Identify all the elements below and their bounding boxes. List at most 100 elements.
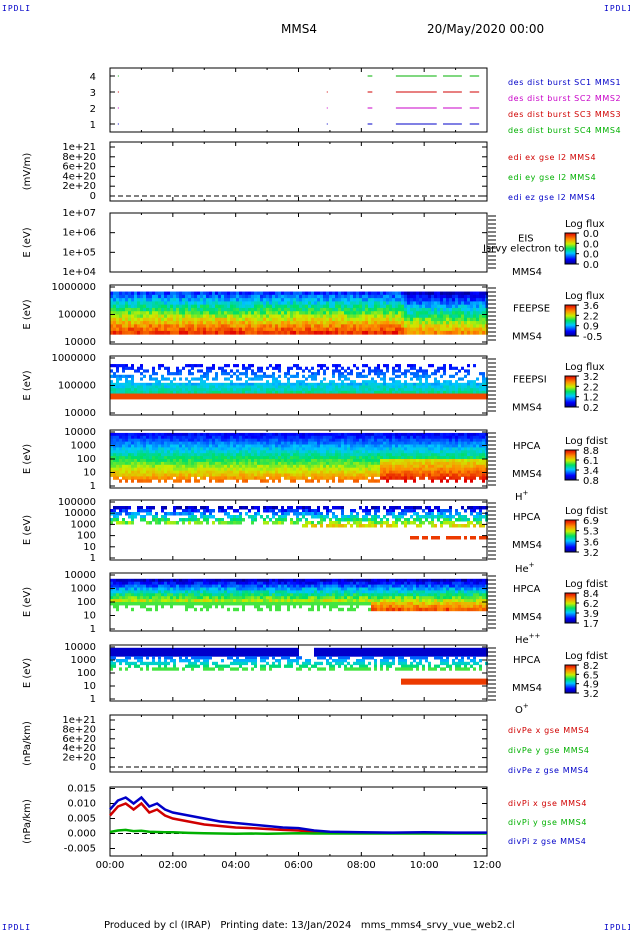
hpca-h-panel-spectrogram-cell <box>137 447 140 451</box>
feepsi-panel-spectrogram-cell <box>299 385 302 389</box>
hpca-h-panel-spectrogram-cell <box>245 435 248 440</box>
feepse-panel-spectrogram-cell <box>461 301 464 306</box>
feepsi-panel-spectrogram-cell <box>296 382 299 386</box>
feepse-panel-spectrogram-cell <box>302 311 305 315</box>
feepsi-panel-spectrogram-cell <box>221 396 224 400</box>
hpca-h-panel-spectrogram-cell <box>386 467 389 472</box>
hpca-h-panel-spectrogram-cell <box>302 476 305 480</box>
feepse-panel-spectrogram-cell <box>269 311 272 315</box>
feepsi-panel-spectrogram-cell <box>122 364 125 368</box>
feepse-panel-spectrogram-cell <box>143 330 146 335</box>
feepsi-panel-spectrogram-cell <box>359 390 362 395</box>
feepse-panel-spectrogram-cell <box>113 311 116 315</box>
feepse-panel-spectrogram-cell <box>218 324 221 329</box>
hpca-h-panel-spectrogram-cell <box>446 473 449 477</box>
feepsi-panel-spectrogram-cell <box>242 366 245 370</box>
feepsi-panel-spectrogram-cell <box>257 374 260 378</box>
feepsi-panel-spectrogram-cell <box>149 385 152 389</box>
feepsi-panel-spectrogram-cell <box>368 369 371 373</box>
hpca-h-panel-spectrogram-cell <box>125 461 128 466</box>
feepse-panel-spectrogram-cell <box>245 294 248 299</box>
hpca-h-panel-spectrogram-cell <box>440 453 443 457</box>
feepse-panel-spectrogram-cell <box>233 311 236 315</box>
hpca-h-panel-spectrogram-cell <box>446 441 449 445</box>
feepse-panel-spectrogram-cell <box>326 317 329 322</box>
hpca-h-panel-spectrogram-cell <box>281 461 284 466</box>
hpca-h-panel-spectrogram-cell <box>269 476 272 480</box>
feepsi-panel-spectrogram-cell <box>422 396 425 400</box>
feepse-panel-spectrogram-cell <box>200 301 203 306</box>
feepsi-panel-spectrogram-cell <box>320 380 323 384</box>
feepse-panel-spectrogram-cell <box>236 321 239 325</box>
hpca-h-panel-spectrogram-cell <box>110 461 113 466</box>
feepsi-panel-spectrogram-cell <box>203 396 206 400</box>
feepse-panel-spectrogram-cell <box>170 317 173 322</box>
hpca-h-panel-spectrogram-cell <box>233 447 236 451</box>
feepsi-panel-spectrogram-cell <box>389 385 392 389</box>
feepse-panel-spectrogram-cell <box>266 327 269 332</box>
hpca-h-panel-spectrogram-cell <box>293 444 296 448</box>
feepse-panel-spectrogram-cell <box>197 298 200 302</box>
hpca-h-panel-spectrogram-cell <box>374 470 377 474</box>
hpca-h-panel-spectrogram-cell <box>176 450 179 454</box>
feepse-panel-spectrogram-cell <box>134 327 137 332</box>
feepse-panel-spectrogram-cell <box>221 304 224 309</box>
hpca-h-panel-spectrogram-cell <box>275 438 278 443</box>
feepsi-panel-spectrogram-cell <box>308 382 311 386</box>
feepse-panel-spectrogram-cell <box>356 298 359 302</box>
feepsi-panel-spectrogram-cell <box>200 364 203 368</box>
hpca-h-panel-spectrogram-cell <box>374 447 377 451</box>
hpca-h-panel-spectrogram-cell <box>449 441 452 445</box>
hpca-h-panel-spectrogram-cell <box>338 441 341 445</box>
hpca-h-panel-spectrogram-cell <box>371 470 374 474</box>
feepse-panel-spectrogram-cell <box>350 317 353 322</box>
hpca-h-panel-spectrogram-cell <box>293 473 296 477</box>
hpca-h-panel-spectrogram-cell <box>233 473 236 477</box>
hpca-h-panel-spectrogram-cell <box>182 435 185 440</box>
feepse-panel-spectrogram-cell <box>365 324 368 329</box>
feepsi-panel-spectrogram-cell <box>248 366 251 370</box>
feepse-panel-spectrogram-cell <box>449 321 452 325</box>
hpca-h-panel-spectrogram-cell <box>251 470 254 474</box>
hpca-h-panel-spectrogram-cell <box>401 459 404 463</box>
feepsi-panel-spectrogram-cell <box>248 390 251 395</box>
feepse-panel-spectrogram-cell <box>464 324 467 329</box>
feepsi-panel-spectrogram-cell <box>359 393 362 397</box>
feepse-panel-spectrogram-cell <box>314 307 317 312</box>
hpca-h-panel-spectrogram-cell <box>260 461 263 466</box>
feepse-panel-spectrogram-cell <box>125 307 128 312</box>
feepse-panel-spectrogram-cell <box>221 314 224 319</box>
hpca-h-panel-spectrogram-cell <box>116 441 119 445</box>
hpca-h-panel-spectrogram-cell <box>419 432 422 437</box>
feepse-panel-spectrogram-cell <box>263 317 266 322</box>
feepsi-panel-spectrogram-cell <box>377 388 380 392</box>
feepse-panel-spectrogram-cell <box>215 324 218 329</box>
feepse-panel-spectrogram-cell <box>287 294 290 299</box>
hpca-h-panel-spectrogram-cell <box>221 464 224 469</box>
hpca-h-panel-spectrogram-cell <box>215 447 218 451</box>
feepsi-panel-spectrogram-cell <box>230 380 233 384</box>
hpca-h-panel-spectrogram-cell <box>272 479 275 483</box>
feepse-panel-spectrogram-cell <box>284 324 287 329</box>
feepsi-panel-spectrogram-cell <box>332 374 335 378</box>
feepse-panel-spectrogram-cell <box>305 321 308 325</box>
feepsi-panel-spectrogram-cell <box>164 388 167 392</box>
feepse-panel-spectrogram-cell <box>371 314 374 319</box>
feepse-panel-spectrogram-cell <box>167 314 170 319</box>
hpca-h-panel-spectrogram-cell <box>227 467 230 472</box>
hpca-h-panel-spectrogram-cell <box>251 432 254 437</box>
hpca-h-panel-spectrogram-cell <box>317 438 320 443</box>
hpca-h-panel-spectrogram-cell <box>380 432 383 437</box>
feepse-panel-spectrogram-cell <box>269 324 272 329</box>
feepsi-panel-spectrogram-cell <box>479 396 482 400</box>
feepsi-panel-spectrogram-cell <box>287 377 290 381</box>
hpca-h-panel-spectrogram-cell <box>350 461 353 466</box>
feepse-panel-spectrogram-cell <box>398 298 401 302</box>
hpca-h-panel-spectrogram-cell <box>353 438 356 443</box>
hpca-h-panel-spectrogram-cell <box>311 459 314 463</box>
feepse-panel-spectrogram-cell <box>230 291 233 296</box>
hpca-h-panel-spectrogram-cell <box>353 456 356 460</box>
feepse-panel-spectrogram-cell <box>158 327 161 332</box>
hpca-h-panel-spectrogram-cell <box>134 461 137 466</box>
feepse-panel-spectrogram-cell <box>362 307 365 312</box>
